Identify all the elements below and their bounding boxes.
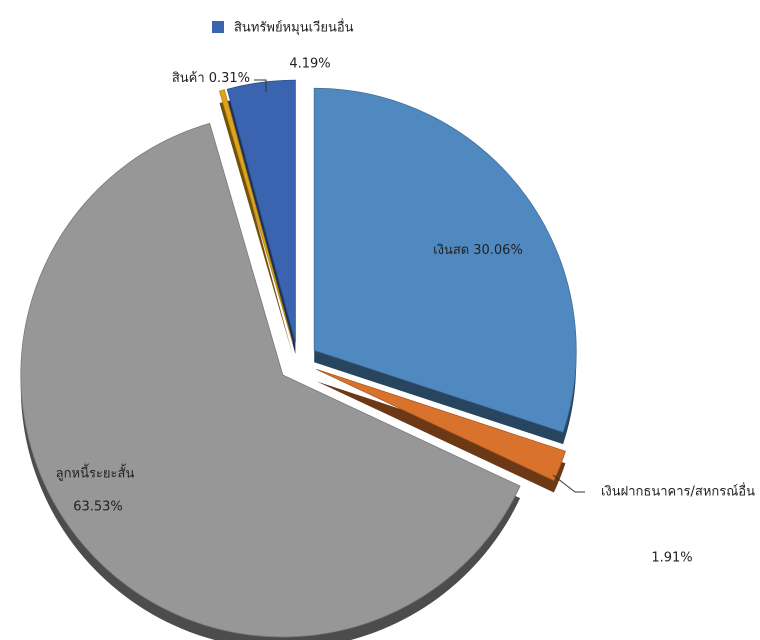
slice [20,122,521,638]
legend-swatch [212,21,224,33]
value-label: 4.19% [289,57,330,72]
category-label: เงินสด [433,243,469,258]
legend-label: สินทรัพย์หมุนเวียนอื่น [234,19,354,36]
leader-line [552,474,585,493]
value-label: 0.31% [209,71,250,86]
slice-side [316,381,566,493]
slice [316,369,566,482]
value-label: 1.91% [651,551,692,566]
slice [219,89,293,343]
slice-side [219,101,293,355]
category-label: สินค้า [172,71,205,86]
value-label: 30.06% [473,243,523,258]
data-label: เงินสด 30.06% [433,243,523,258]
slice [313,87,577,433]
slice [226,79,296,343]
data-label: สินค้า 0.31% [172,71,250,86]
leader-line [254,79,267,92]
category-label: ลูกหนี้ระยะสั้น [56,464,135,482]
value-label: 63.53% [73,500,123,515]
slices [20,79,577,638]
category-label: เงินฝากธนาคาร/สหกรณ์อื่น [601,483,755,500]
